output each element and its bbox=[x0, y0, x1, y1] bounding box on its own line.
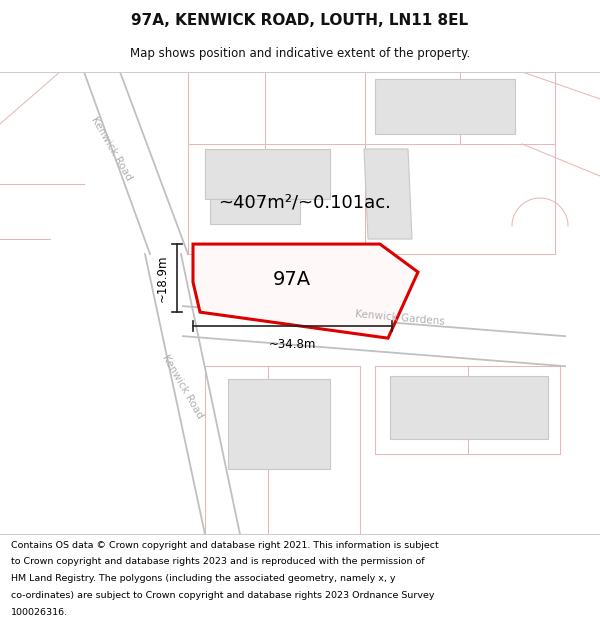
Text: 97A: 97A bbox=[273, 269, 311, 289]
Text: HM Land Registry. The polygons (including the associated geometry, namely x, y: HM Land Registry. The polygons (includin… bbox=[11, 574, 395, 583]
Text: 100026316.: 100026316. bbox=[11, 608, 68, 617]
Polygon shape bbox=[82, 72, 188, 254]
Text: Kenwick Road: Kenwick Road bbox=[161, 352, 205, 420]
Text: Kenwick Road: Kenwick Road bbox=[90, 116, 134, 182]
Polygon shape bbox=[375, 79, 515, 134]
Polygon shape bbox=[143, 254, 242, 534]
Text: Map shows position and indicative extent of the property.: Map shows position and indicative extent… bbox=[130, 48, 470, 61]
Polygon shape bbox=[193, 244, 418, 338]
Text: ~18.9m: ~18.9m bbox=[155, 254, 169, 302]
Text: to Crown copyright and database rights 2023 and is reproduced with the permissio: to Crown copyright and database rights 2… bbox=[11, 558, 424, 566]
Polygon shape bbox=[183, 306, 565, 366]
Text: Kenwick Gardens: Kenwick Gardens bbox=[355, 309, 445, 327]
Text: ~407m²/~0.101ac.: ~407m²/~0.101ac. bbox=[218, 193, 391, 211]
Polygon shape bbox=[148, 254, 198, 306]
Polygon shape bbox=[364, 149, 412, 239]
Text: 97A, KENWICK ROAD, LOUTH, LN11 8EL: 97A, KENWICK ROAD, LOUTH, LN11 8EL bbox=[131, 12, 469, 28]
Text: Contains OS data © Crown copyright and database right 2021. This information is : Contains OS data © Crown copyright and d… bbox=[11, 541, 439, 550]
Text: ~34.8m: ~34.8m bbox=[269, 338, 316, 351]
Polygon shape bbox=[210, 199, 300, 224]
Polygon shape bbox=[205, 149, 330, 199]
Text: co-ordinates) are subject to Crown copyright and database rights 2023 Ordnance S: co-ordinates) are subject to Crown copyr… bbox=[11, 591, 434, 600]
Polygon shape bbox=[390, 376, 548, 439]
Polygon shape bbox=[228, 379, 330, 469]
